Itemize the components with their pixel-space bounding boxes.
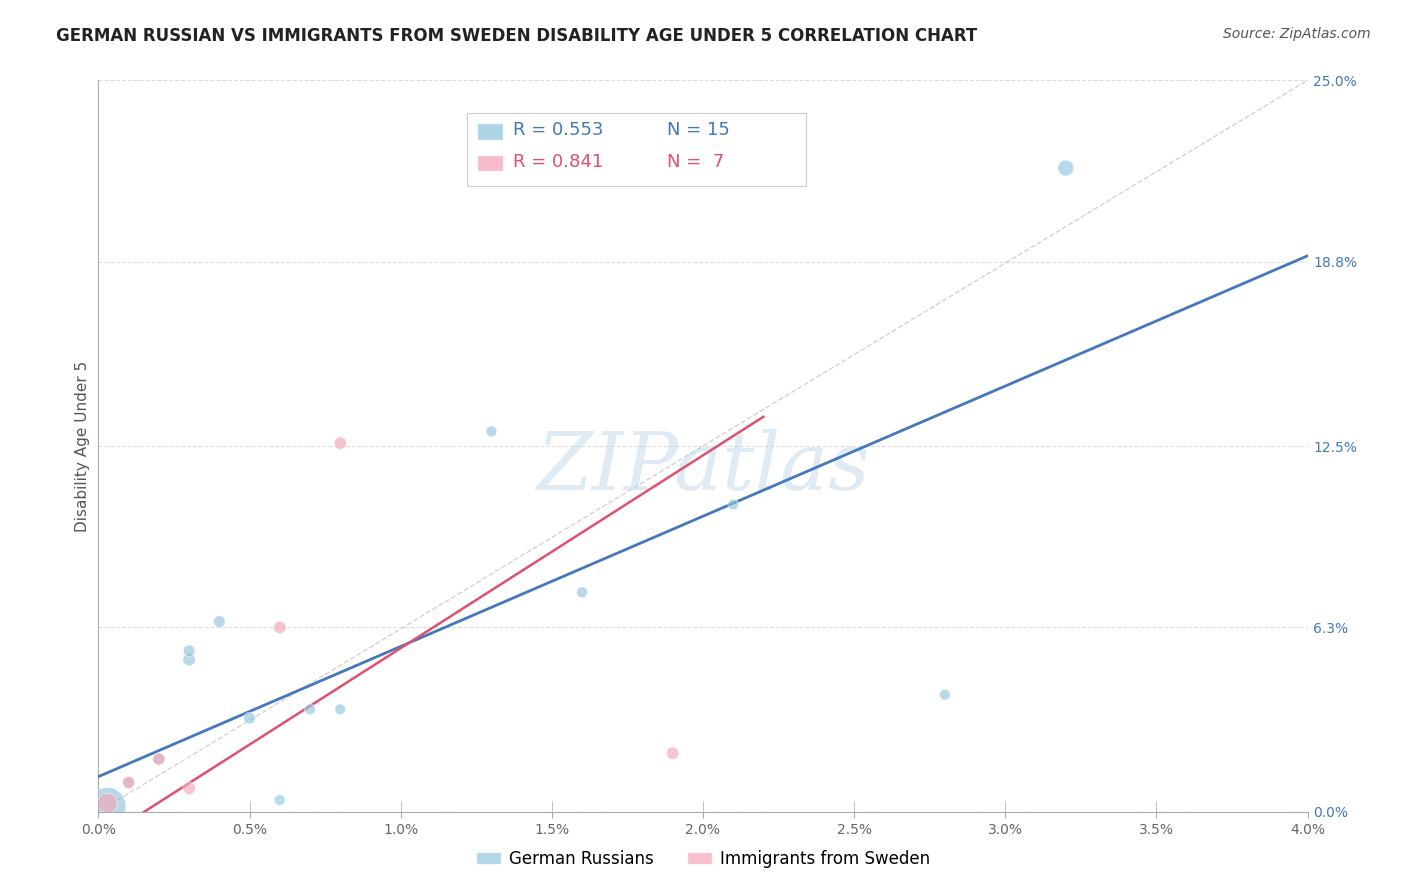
Text: Source: ZipAtlas.com: Source: ZipAtlas.com	[1223, 27, 1371, 41]
FancyBboxPatch shape	[477, 123, 503, 139]
Text: N = 15: N = 15	[666, 121, 730, 139]
Text: GERMAN RUSSIAN VS IMMIGRANTS FROM SWEDEN DISABILITY AGE UNDER 5 CORRELATION CHAR: GERMAN RUSSIAN VS IMMIGRANTS FROM SWEDEN…	[56, 27, 977, 45]
Point	[239, 711, 262, 725]
Text: ZIPatlas: ZIPatlas	[536, 429, 870, 507]
Point	[179, 781, 201, 796]
Point	[299, 702, 322, 716]
Point	[179, 652, 201, 666]
Text: N =  7: N = 7	[666, 153, 724, 170]
Point	[148, 752, 170, 766]
FancyBboxPatch shape	[467, 113, 806, 186]
Legend: German Russians, Immigrants from Sweden: German Russians, Immigrants from Sweden	[468, 844, 938, 875]
FancyBboxPatch shape	[477, 155, 503, 171]
Point	[934, 688, 956, 702]
Text: R = 0.841: R = 0.841	[513, 153, 603, 170]
Point	[118, 775, 141, 789]
Point	[723, 498, 745, 512]
Point	[1054, 161, 1077, 175]
Y-axis label: Disability Age Under 5: Disability Age Under 5	[75, 360, 90, 532]
Point	[661, 746, 683, 760]
Point	[329, 702, 352, 716]
Point	[208, 615, 231, 629]
Point	[96, 796, 118, 810]
Text: R = 0.553: R = 0.553	[513, 121, 603, 139]
Point	[118, 775, 141, 789]
Point	[269, 620, 291, 634]
Point	[96, 798, 118, 813]
Point	[269, 793, 291, 807]
Point	[179, 644, 201, 658]
Point	[571, 585, 593, 599]
Point	[481, 425, 503, 439]
Point	[148, 752, 170, 766]
Point	[329, 436, 352, 450]
